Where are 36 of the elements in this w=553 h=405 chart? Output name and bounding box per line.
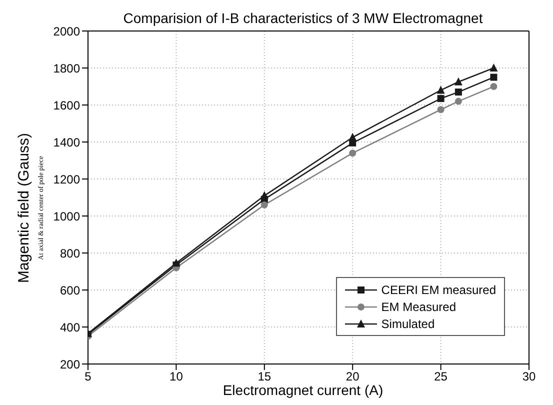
y-tick-label: 200: [60, 357, 80, 372]
x-tick-label: 25: [434, 370, 448, 384]
y-tick-label: 1800: [53, 61, 80, 76]
x-tick-label: 15: [258, 370, 272, 384]
y-tick-label: 600: [60, 283, 80, 298]
y-tick-label: 2000: [53, 24, 80, 38]
point: [436, 86, 445, 94]
x-tick-label: 20: [346, 370, 360, 384]
y-tick-label: 1400: [53, 135, 80, 150]
legend-label: CEERI EM measured: [381, 282, 496, 296]
y-tick-label: 1600: [53, 98, 80, 112]
point: [490, 83, 498, 90]
point: [454, 98, 462, 105]
point: [490, 74, 498, 81]
point: [348, 132, 357, 141]
x-axis-title: Electromagnet current (A): [222, 382, 384, 398]
point: [260, 191, 268, 200]
y-tick-label: 1000: [53, 209, 80, 224]
point: [260, 201, 268, 208]
point: [454, 88, 462, 96]
x-tick-label: 30: [522, 370, 536, 384]
y-axis-title: Magentic field (Gauss): [16, 132, 32, 284]
y-tick-label: 400: [60, 320, 80, 334]
legend-label: EM Measured: [381, 300, 456, 314]
point: [490, 64, 498, 72]
point: [454, 77, 462, 86]
x-tick-label: 10: [170, 370, 184, 384]
y-tick-label: 1200: [53, 172, 80, 186]
point: [172, 258, 180, 267]
point: [349, 150, 356, 157]
chart-title: Comparision of I-B characteristics of 3 MW Electromagnet: [122, 10, 484, 26]
point: [437, 106, 444, 114]
y-tick-label: 800: [60, 246, 80, 260]
legend-label: Simulated: [381, 316, 435, 330]
x-tick-label: 5: [84, 370, 92, 384]
point: [437, 95, 444, 102]
